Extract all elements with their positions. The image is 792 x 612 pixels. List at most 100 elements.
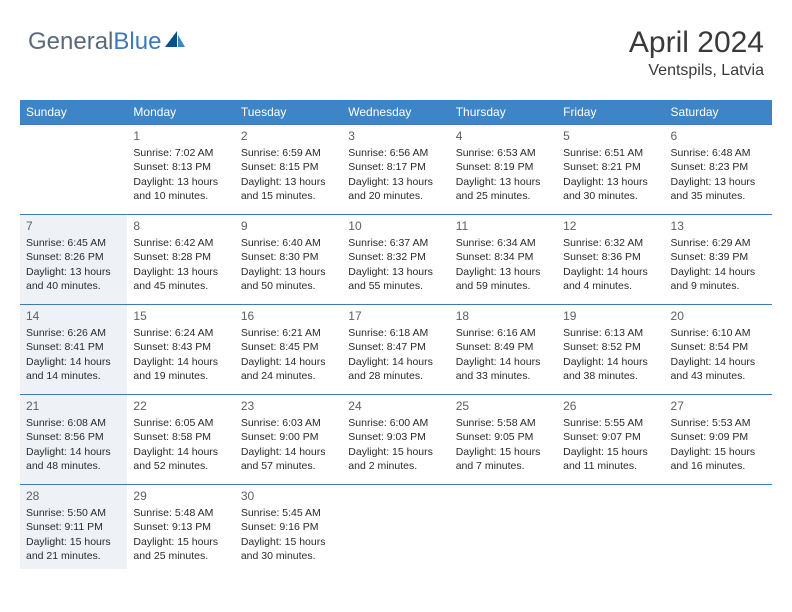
daylight-text: Daylight: 15 hours and 2 minutes. xyxy=(348,445,443,473)
day-header: Wednesday xyxy=(342,100,449,125)
calendar-head: SundayMondayTuesdayWednesdayThursdayFrid… xyxy=(20,100,772,125)
day-header: Thursday xyxy=(450,100,557,125)
sunset-text: Sunset: 8:56 PM xyxy=(26,430,121,444)
daylight-text: Daylight: 15 hours and 16 minutes. xyxy=(671,445,766,473)
calendar-cell: 18Sunrise: 6:16 AMSunset: 8:49 PMDayligh… xyxy=(450,305,557,395)
calendar-cell: 25Sunrise: 5:58 AMSunset: 9:05 PMDayligh… xyxy=(450,395,557,485)
calendar-cell: 15Sunrise: 6:24 AMSunset: 8:43 PMDayligh… xyxy=(127,305,234,395)
sunrise-text: Sunrise: 6:40 AM xyxy=(241,236,336,250)
calendar-cell: 24 Sunrise: 6:00 AMSunset: 9:03 PMDayligh… xyxy=(342,395,449,485)
calendar-week: 7Sunrise: 6:45 AMSunset: 8:26 PMDaylight… xyxy=(20,215,772,305)
daylight-text: Daylight: 15 hours and 30 minutes. xyxy=(241,535,336,563)
sunset-text: Sunset: 9:16 PM xyxy=(241,520,336,534)
sunset-text: Sunset: 8:54 PM xyxy=(671,340,766,354)
day-number: 27 xyxy=(671,398,766,414)
sunrise-text: Sunrise: 6:16 AM xyxy=(456,326,551,340)
day-number: 7 xyxy=(26,218,121,234)
sunset-text: Sunset: 8:26 PM xyxy=(26,250,121,264)
day-number: 24 xyxy=(348,398,443,414)
calendar-cell: 30 Sunrise: 5:45 AMSunset: 9:16 PMDayligh… xyxy=(235,485,342,569)
calendar-cell: 11Sunrise: 6:34 AMSunset: 8:34 PMDayligh… xyxy=(450,215,557,305)
calendar-cell: 7 Sunrise: 6:45 AMSunset: 8:26 PMDaylight… xyxy=(20,215,127,305)
sunrise-text: Sunrise: 6:37 AM xyxy=(348,236,443,250)
sunrise-text: Sunrise: 5:45 AM xyxy=(241,506,336,520)
calendar-cell: 8Sunrise: 6:42 AMSunset: 8:28 PMDaylight… xyxy=(127,215,234,305)
sunrise-text: Sunrise: 6:00 AM xyxy=(348,416,443,430)
sunrise-text: Sunrise: 5:50 AM xyxy=(26,506,121,520)
day-number: 22 xyxy=(133,398,228,414)
sunset-text: Sunset: 9:11 PM xyxy=(26,520,121,534)
sunrise-text: Sunrise: 6:56 AM xyxy=(348,146,443,160)
day-number: 17 xyxy=(348,308,443,324)
calendar-cell: 29Sunrise: 5:48 AMSunset: 9:13 PMDayligh… xyxy=(127,485,234,569)
sunrise-text: Sunrise: 5:48 AM xyxy=(133,506,228,520)
day-number: 16 xyxy=(241,308,336,324)
daylight-text: Daylight: 13 hours and 10 minutes. xyxy=(133,175,228,203)
sunrise-text: Sunrise: 6:21 AM xyxy=(241,326,336,340)
sunset-text: Sunset: 8:13 PM xyxy=(133,160,228,174)
sunrise-text: Sunrise: 6:03 AM xyxy=(241,416,336,430)
day-number: 10 xyxy=(348,218,443,234)
sunset-text: Sunset: 8:19 PM xyxy=(456,160,551,174)
daylight-text: Daylight: 15 hours and 25 minutes. xyxy=(133,535,228,563)
sunset-text: Sunset: 8:47 PM xyxy=(348,340,443,354)
daylight-text: Daylight: 13 hours and 40 minutes. xyxy=(26,265,121,293)
calendar-week: 21Sunrise: 6:08 AMSunset: 8:56 PMDayligh… xyxy=(20,395,772,485)
daylight-text: Daylight: 14 hours and 48 minutes. xyxy=(26,445,121,473)
day-number: 26 xyxy=(563,398,658,414)
daylight-text: Daylight: 15 hours and 21 minutes. xyxy=(26,535,121,563)
sail-icon xyxy=(163,28,187,56)
day-number: 25 xyxy=(456,398,551,414)
daylight-text: Daylight: 14 hours and 33 minutes. xyxy=(456,355,551,383)
sunrise-text: Sunrise: 6:26 AM xyxy=(26,326,121,340)
daylight-text: Daylight: 14 hours and 28 minutes. xyxy=(348,355,443,383)
calendar-cell: 27 Sunrise: 5:53 AMSunset: 9:09 PMDayligh… xyxy=(665,395,772,485)
calendar-cell: 20Sunrise: 6:10 AMSunset: 8:54 PMDayligh… xyxy=(665,305,772,395)
calendar-cell xyxy=(665,485,772,569)
day-number: 15 xyxy=(133,308,228,324)
sunrise-text: Sunrise: 5:53 AM xyxy=(671,416,766,430)
day-number: 30 xyxy=(241,488,336,504)
sunset-text: Sunset: 8:15 PM xyxy=(241,160,336,174)
day-header: Monday xyxy=(127,100,234,125)
calendar-cell: 17 Sunrise: 6:18 AMSunset: 8:47 PMDayligh… xyxy=(342,305,449,395)
calendar-cell: 4Sunrise: 6:53 AMSunset: 8:19 PMDaylight… xyxy=(450,125,557,215)
sunrise-text: Sunrise: 6:29 AM xyxy=(671,236,766,250)
sunset-text: Sunset: 9:03 PM xyxy=(348,430,443,444)
day-number: 29 xyxy=(133,488,228,504)
daylight-text: Daylight: 13 hours and 25 minutes. xyxy=(456,175,551,203)
sunrise-text: Sunrise: 6:18 AM xyxy=(348,326,443,340)
sunrise-text: Sunrise: 7:02 AM xyxy=(133,146,228,160)
day-number: 6 xyxy=(671,128,766,144)
day-number: 8 xyxy=(133,218,228,234)
day-number: 18 xyxy=(456,308,551,324)
day-number: 13 xyxy=(671,218,766,234)
daylight-text: Daylight: 14 hours and 43 minutes. xyxy=(671,355,766,383)
sunset-text: Sunset: 9:07 PM xyxy=(563,430,658,444)
calendar-cell xyxy=(450,485,557,569)
calendar-cell: 28Sunrise: 5:50 AMSunset: 9:11 PMDayligh… xyxy=(20,485,127,569)
daylight-text: Daylight: 13 hours and 20 minutes. xyxy=(348,175,443,203)
sunset-text: Sunset: 8:23 PM xyxy=(671,160,766,174)
sunset-text: Sunset: 9:09 PM xyxy=(671,430,766,444)
calendar-body: 1Sunrise: 7:02 AMSunset: 8:13 PMDaylight… xyxy=(20,125,772,569)
calendar-table: SundayMondayTuesdayWednesdayThursdayFrid… xyxy=(20,100,772,569)
sunrise-text: Sunrise: 6:24 AM xyxy=(133,326,228,340)
day-number: 3 xyxy=(348,128,443,144)
sunrise-text: Sunrise: 6:59 AM xyxy=(241,146,336,160)
daylight-text: Daylight: 14 hours and 38 minutes. xyxy=(563,355,658,383)
sunrise-text: Sunrise: 6:34 AM xyxy=(456,236,551,250)
calendar-cell: 26Sunrise: 5:55 AMSunset: 9:07 PMDayligh… xyxy=(557,395,664,485)
calendar-cell: 14Sunrise: 6:26 AMSunset: 8:41 PMDayligh… xyxy=(20,305,127,395)
day-number: 12 xyxy=(563,218,658,234)
daylight-text: Daylight: 14 hours and 9 minutes. xyxy=(671,265,766,293)
sunrise-text: Sunrise: 6:13 AM xyxy=(563,326,658,340)
calendar-cell: 22Sunrise: 6:05 AMSunset: 8:58 PMDayligh… xyxy=(127,395,234,485)
daylight-text: Daylight: 13 hours and 35 minutes. xyxy=(671,175,766,203)
calendar-cell xyxy=(557,485,664,569)
daylight-text: Daylight: 15 hours and 11 minutes. xyxy=(563,445,658,473)
day-number: 9 xyxy=(241,218,336,234)
sunset-text: Sunset: 8:39 PM xyxy=(671,250,766,264)
sunrise-text: Sunrise: 6:45 AM xyxy=(26,236,121,250)
sunrise-text: Sunrise: 6:08 AM xyxy=(26,416,121,430)
